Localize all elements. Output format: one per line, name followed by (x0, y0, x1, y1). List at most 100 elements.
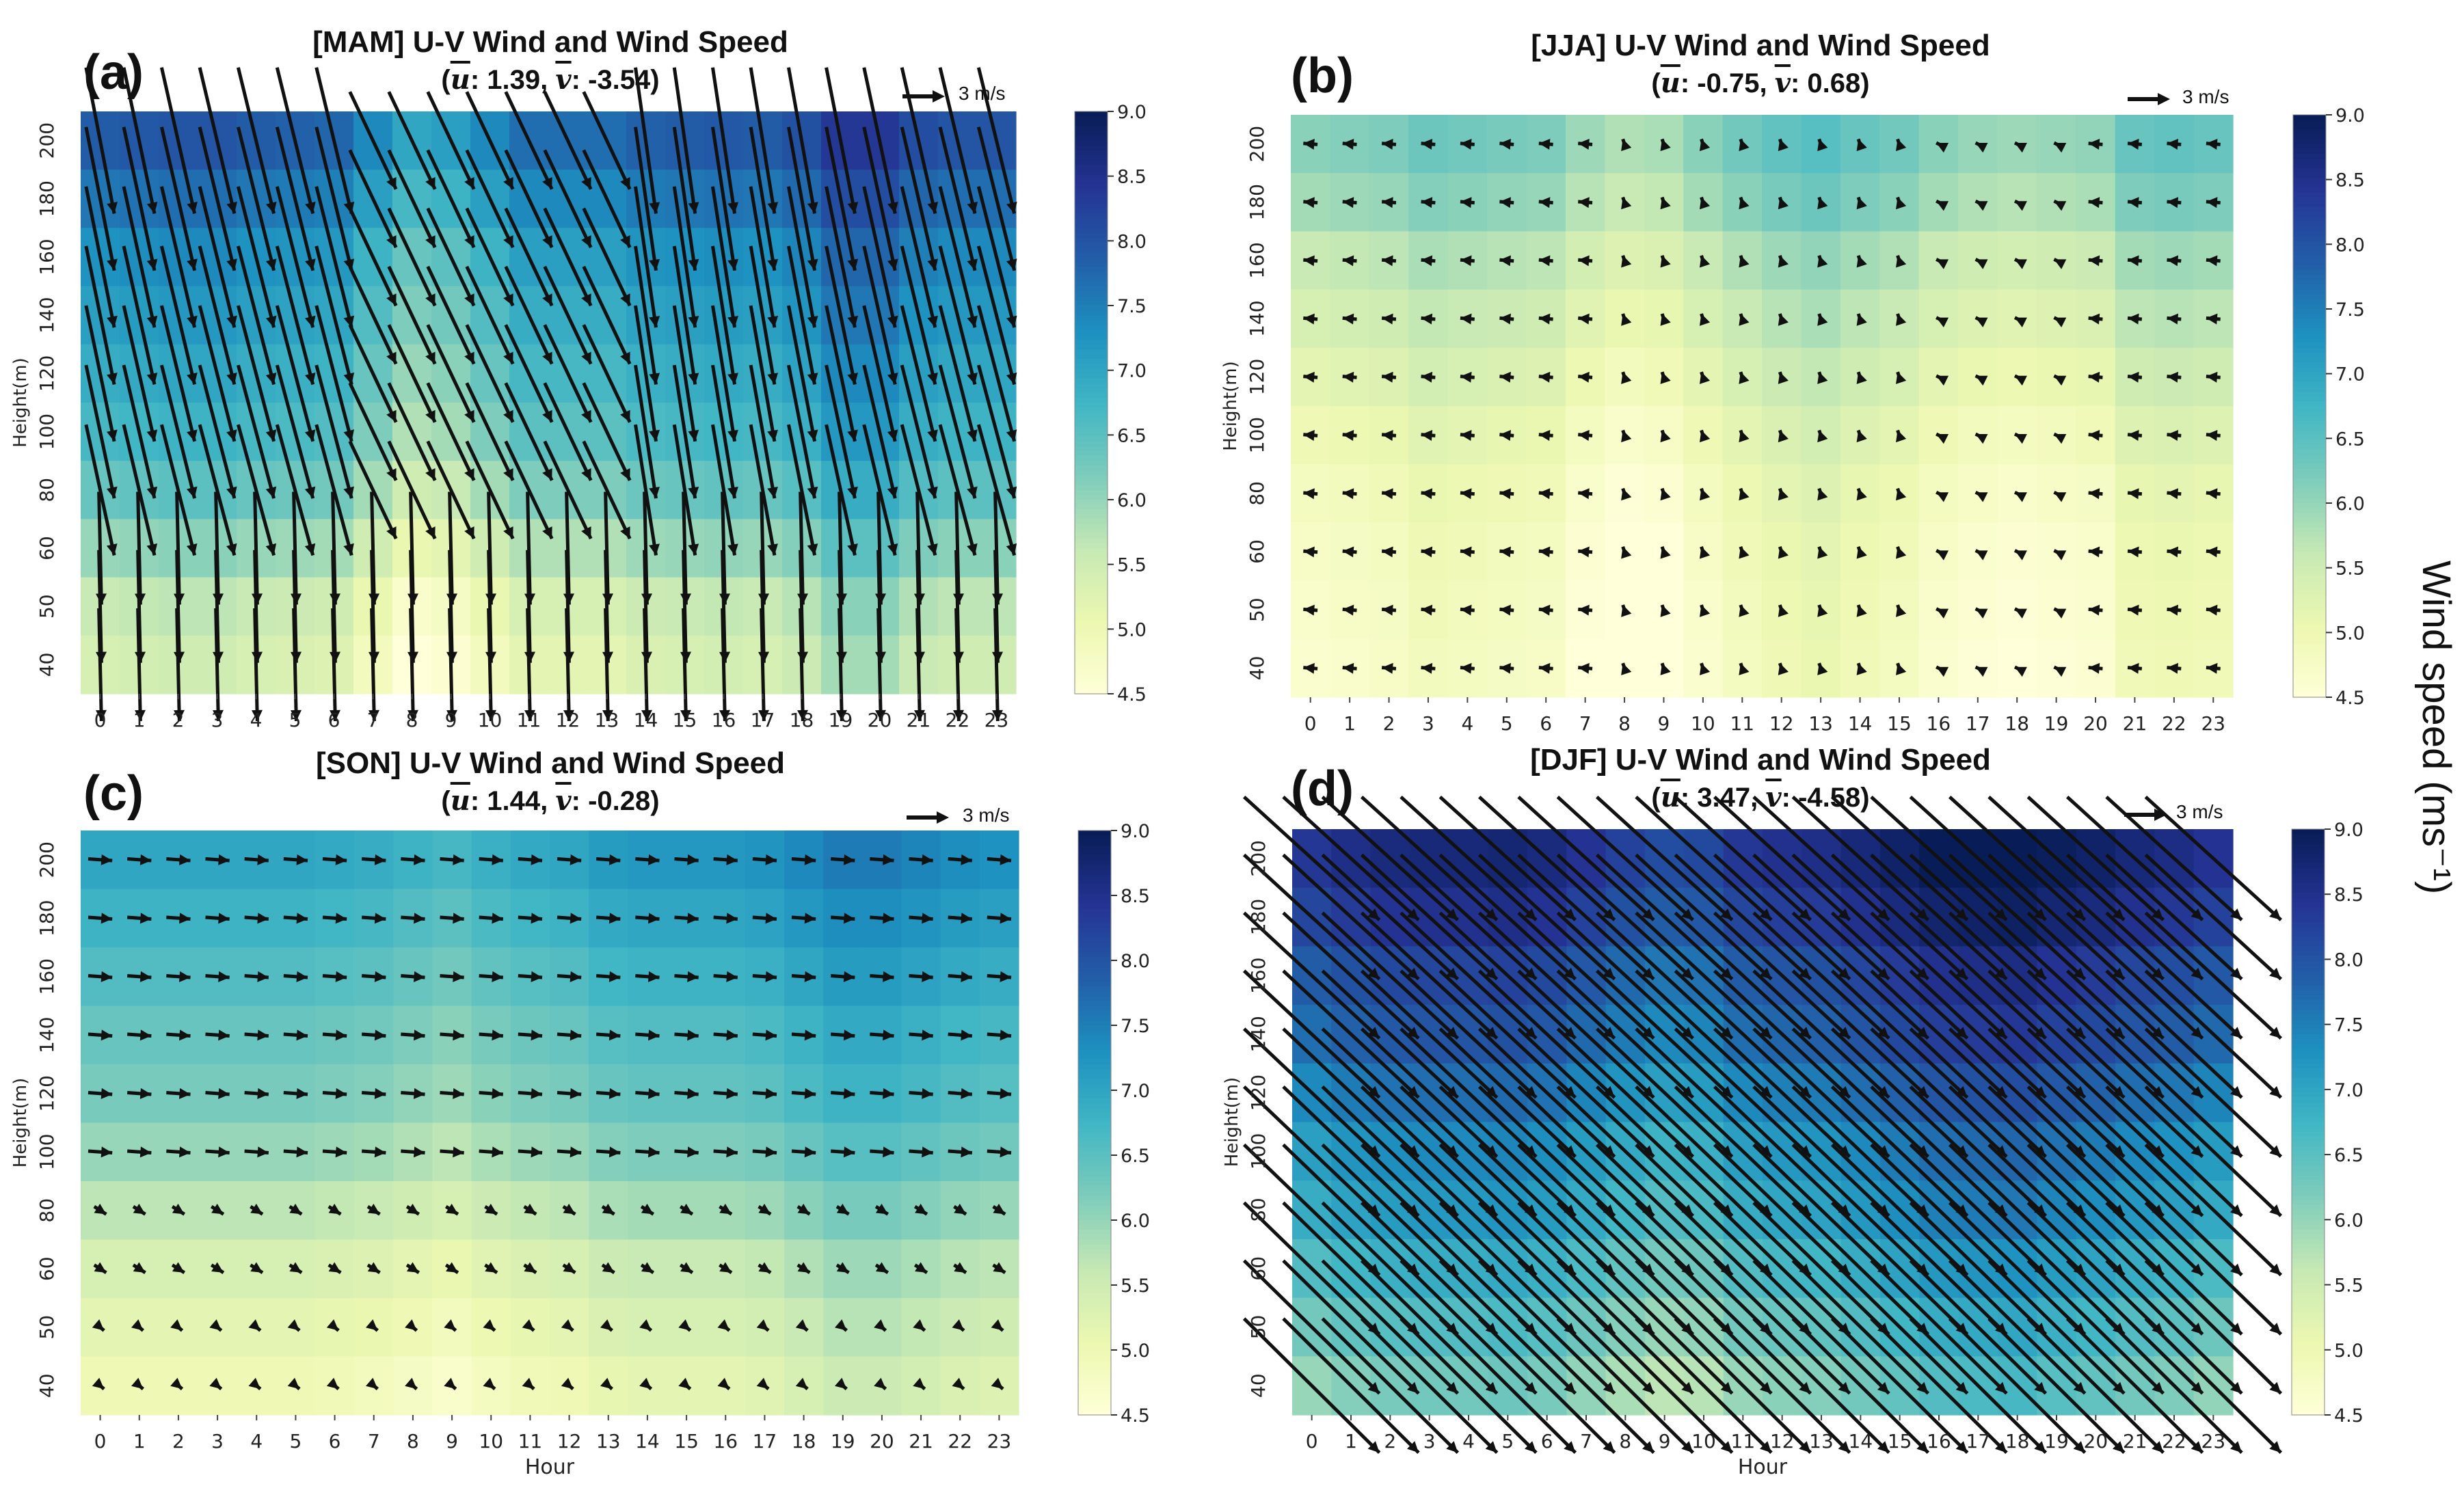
wind-arrow (938, 126, 978, 271)
x-tick-label: 6 (1541, 1430, 1553, 1453)
colorbar-segment (2292, 936, 2325, 943)
wind-arrow (543, 382, 593, 481)
x-tick-label: 11 (517, 709, 541, 731)
colorbar-segment (1075, 630, 1108, 636)
colorbar-segment (2292, 1151, 2325, 1157)
mean-u: -0.75 (1697, 68, 1760, 98)
wind-arrow (900, 245, 938, 386)
wind-arrow (275, 67, 316, 215)
wind-arrow (634, 67, 660, 214)
colorbar-segment (1075, 291, 1108, 297)
colorbar-segment (2292, 1386, 2325, 1392)
y-tick-label: 140 (36, 297, 58, 333)
wind-arrow (84, 364, 118, 499)
colorbar-segment (2292, 1097, 2325, 1103)
colorbar-segment (1075, 349, 1108, 355)
wind-arrow (213, 608, 224, 721)
wind-arrow (348, 382, 398, 481)
colorbar-segment (2292, 1122, 2325, 1128)
wind-arrow (786, 186, 818, 328)
wind-arrow (174, 608, 185, 721)
wind-arrow (938, 67, 978, 215)
wind-arrow (825, 245, 859, 385)
colorbar-segment (2292, 1019, 2325, 1025)
x-tick-label: 6 (328, 709, 340, 731)
wind-arrow (465, 265, 515, 365)
x-axis-label: Hour (1738, 1455, 1788, 1479)
colorbar-segment (1075, 684, 1108, 690)
colorbar-segment (1075, 533, 1108, 539)
x-tick-label: 10 (1691, 1430, 1716, 1453)
wind-arrow (563, 608, 575, 721)
colorbar-tick-label: 7.0 (1117, 361, 1147, 382)
wind-arrow (976, 305, 1017, 442)
colorbar-segment (1075, 140, 1108, 146)
wind-arrow (862, 364, 898, 499)
colorbar-segment (1075, 427, 1108, 433)
colorbar-segment (1075, 616, 1108, 622)
wind-arrow (198, 245, 237, 386)
wind-arrow (96, 608, 107, 721)
colorbar-segment (1075, 359, 1108, 364)
colorbar-segment (2292, 878, 2325, 884)
x-tick-label: 17 (1966, 1430, 1991, 1453)
wind-arrow (275, 364, 316, 499)
wind-arrow (236, 364, 277, 499)
colorbar-segment (1075, 271, 1108, 278)
x-tick-label: 15 (673, 709, 697, 731)
colorbar-segment (1075, 135, 1108, 141)
wind-arrow (426, 265, 476, 365)
wind-arrow (465, 91, 515, 190)
wind-arrow (387, 149, 437, 249)
colorbar-segment (2292, 834, 2325, 840)
wind-arrow (122, 126, 158, 271)
colorbar-segment (1075, 310, 1108, 316)
colorbar-segment (2292, 882, 2325, 889)
colorbar-segment (1075, 397, 1108, 403)
colorbar-segment (2292, 1249, 2325, 1255)
wind-arrow (348, 149, 398, 249)
colorbar-tick-label: 7.5 (1117, 296, 1147, 317)
y-tick-label: 100 (36, 414, 58, 450)
colorbar-segment (2292, 971, 2325, 977)
colorbar-segment (1075, 126, 1108, 132)
y-tick-label: 50 (36, 594, 58, 619)
colorbar-segment (2292, 1317, 2325, 1323)
colorbar-segment (2292, 1366, 2325, 1372)
wind-arrow (122, 424, 158, 556)
wind-arrow (426, 91, 476, 190)
x-tick-label: 21 (907, 709, 931, 731)
wind-arrow (710, 245, 738, 385)
colorbar-segment (1075, 213, 1108, 219)
colorbar-segment (1075, 674, 1108, 680)
colorbar-segment (2292, 843, 2325, 850)
heatmap-chart: 0 1 2 3 4 5 6 7 8 9 10 11 12 13 14 15 16 17 18 19 20 21 22 2320… (1220, 93, 2365, 735)
wind-arrow (84, 67, 118, 214)
wind-arrow (786, 305, 818, 442)
wind-arrow (159, 186, 198, 328)
wind-arrow (710, 186, 738, 328)
wind-arrow (84, 126, 118, 271)
colorbar-segment (2292, 1273, 2325, 1279)
wind-arrow (749, 186, 779, 328)
colorbar-tick-label: 8.0 (1117, 231, 1147, 252)
wind-arrow (862, 245, 898, 385)
colorbar-tick-label: 5.5 (2334, 1275, 2363, 1297)
colorbar-segment (2292, 1254, 2325, 1260)
colorbar-segment (2292, 926, 2325, 932)
colorbar-segment (1075, 524, 1108, 530)
wind-arrow (976, 186, 1017, 328)
wind-arrow (504, 324, 554, 423)
x-tick-label: 20 (2084, 1430, 2108, 1453)
wind-arrow (680, 608, 692, 721)
colorbar-segment (2292, 931, 2325, 937)
y-tick-label: 200 (1247, 840, 1270, 876)
wind-arrow (465, 440, 515, 540)
colorbar-segment (1075, 179, 1108, 185)
colorbar-segment (2292, 1039, 2325, 1045)
wind-arrow (159, 305, 198, 442)
wind-arrow (862, 186, 898, 328)
colorbar-segment (2292, 1268, 2325, 1274)
y-tick-label: 140 (1247, 1016, 1270, 1052)
colorbar-segment (1075, 208, 1108, 214)
